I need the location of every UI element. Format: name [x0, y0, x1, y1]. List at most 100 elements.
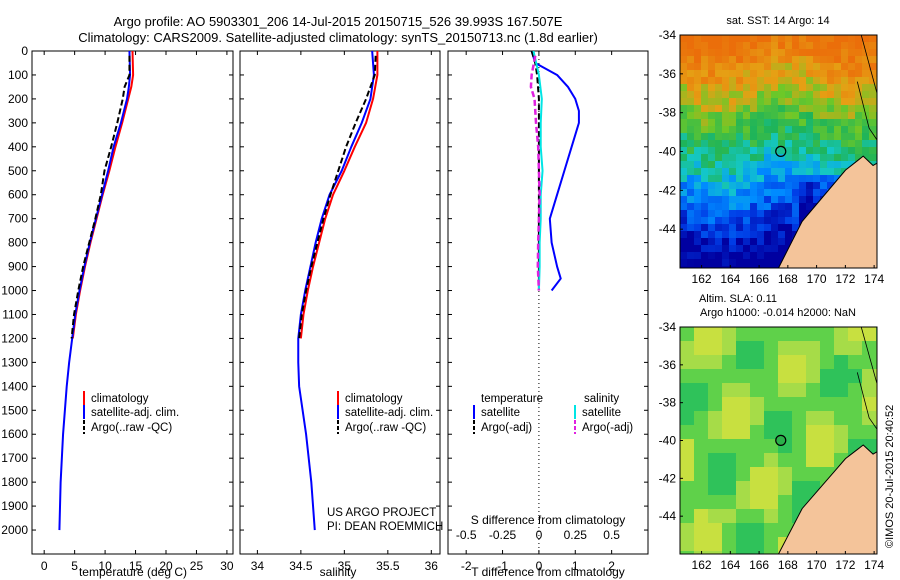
map-cell — [708, 56, 716, 64]
map-cell — [827, 175, 835, 183]
map-cell — [687, 161, 695, 169]
map-cell — [715, 56, 723, 64]
map-cell — [792, 224, 800, 232]
map-cell — [848, 397, 863, 412]
map-cell — [729, 105, 737, 113]
map-cell — [848, 119, 856, 127]
y-tick-label: 1200 — [1, 331, 28, 345]
map-cell — [778, 161, 786, 169]
map-cell — [750, 266, 758, 268]
map-cell — [813, 77, 821, 85]
map-cell — [729, 154, 737, 162]
map-cell — [848, 84, 856, 92]
map-cell — [778, 35, 786, 43]
map-cell — [729, 49, 737, 57]
map-cell — [764, 224, 772, 232]
map-cell — [862, 105, 870, 113]
map-cell — [841, 140, 849, 148]
map-cell — [708, 266, 716, 268]
map-cell — [813, 140, 821, 148]
map-cell — [701, 217, 709, 225]
map-cell — [708, 259, 716, 267]
map-cell — [694, 369, 709, 384]
map-cell — [869, 42, 877, 50]
map-cell — [743, 70, 751, 78]
map-cell — [764, 259, 772, 267]
map-cell — [722, 537, 737, 552]
map-x-tick-label: 166 — [749, 272, 769, 286]
map-cell — [771, 259, 779, 267]
map-cell — [771, 196, 779, 204]
map-cell — [764, 70, 772, 78]
map-cell — [848, 56, 856, 64]
map-cell — [736, 133, 744, 141]
map-cell — [778, 126, 786, 134]
map-cell — [841, 119, 849, 127]
map-cell — [680, 369, 695, 384]
y-tick-label: 100 — [8, 68, 28, 82]
map-cell — [708, 112, 716, 120]
map-cell — [792, 383, 807, 398]
legend-t-argo-label: Argo(-adj) — [481, 422, 532, 434]
map-cell — [792, 439, 807, 454]
map-cell — [687, 154, 695, 162]
map-cell — [736, 119, 744, 127]
map-cell — [813, 189, 821, 197]
y-tick-label: 1400 — [1, 379, 28, 393]
map-cell — [764, 168, 772, 176]
map-cell — [687, 266, 695, 268]
map-cell — [750, 467, 765, 482]
map-cell — [715, 196, 723, 204]
map-cell — [687, 245, 695, 253]
map-cell — [778, 49, 786, 57]
map-cell — [862, 56, 870, 64]
map-cell — [848, 355, 863, 370]
legend-argo-label: Argo(..raw -QC) — [345, 422, 426, 434]
map-cell — [694, 453, 709, 468]
map-cell — [743, 182, 751, 190]
x-tick-label: 30 — [220, 559, 234, 573]
map-cell — [834, 411, 849, 426]
temperature-axis-ticks: 0 5 10 15 20 25 300100200300400500600700800900… — [1, 44, 234, 573]
map-cell — [799, 126, 807, 134]
map-cell — [820, 355, 835, 370]
map-cell — [792, 161, 800, 169]
map-cell — [806, 49, 814, 57]
map-cell — [778, 119, 786, 127]
map-cell — [778, 210, 786, 218]
map-cell — [820, 112, 828, 120]
s-tick-label: 0.5 — [603, 528, 620, 542]
map-cell — [848, 49, 856, 57]
map-cell — [687, 196, 695, 204]
map-cell — [806, 397, 821, 412]
map-cell — [820, 383, 835, 398]
map-cell — [764, 439, 779, 454]
map-cell — [785, 70, 793, 78]
map-cell — [708, 551, 723, 554]
map-cell — [778, 453, 793, 468]
map-cell — [757, 56, 765, 64]
map-cell — [848, 91, 856, 99]
map-cell — [736, 369, 751, 384]
map-cell — [764, 119, 772, 127]
map-cell — [729, 63, 737, 71]
map-cell — [729, 98, 737, 106]
map-cell — [680, 112, 688, 120]
map-cell — [862, 383, 877, 398]
map-cell — [736, 112, 744, 120]
map-cell — [806, 77, 814, 85]
map-cell — [799, 168, 807, 176]
map-cell — [750, 231, 758, 239]
map-cell — [778, 154, 786, 162]
map-cell — [757, 161, 765, 169]
map-cell — [834, 126, 842, 134]
map-cell — [785, 133, 793, 141]
legend-t-satellite-label: satellite — [481, 407, 520, 419]
map-cell — [869, 35, 877, 43]
x-tick-label: 0 — [536, 559, 543, 573]
map-cell — [729, 196, 737, 204]
map-x-tick-label: 164 — [720, 272, 740, 286]
map-cell — [869, 140, 877, 148]
map-cell — [722, 327, 737, 342]
map-cell — [778, 70, 786, 78]
